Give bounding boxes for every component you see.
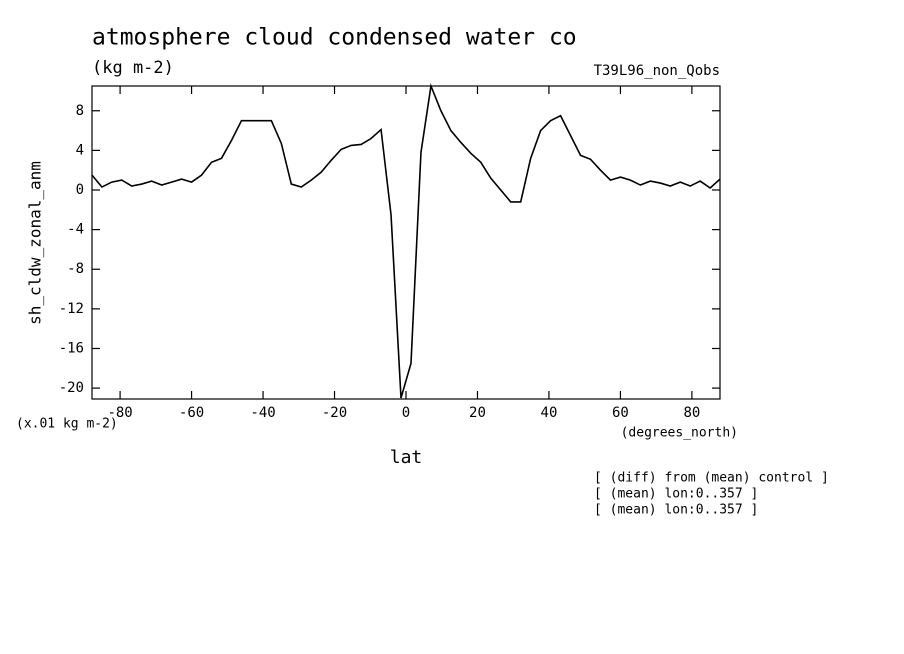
y-tick-label: 0 [76,182,84,198]
y-tick-label: -20 [59,380,84,396]
y-tick-label: -16 [59,340,84,356]
experiment-label: T39L96_non_Qobs [594,63,720,79]
y-tick-label: 4 [76,142,84,158]
note: [ (mean) lon:0..357 ] [594,503,758,518]
chart-title: atmosphere cloud condensed water co [92,25,577,51]
x-tick-label: -60 [179,405,204,421]
chart-subtitle: (kg m-2) [92,58,174,78]
x-tick-label: -80 [107,405,132,421]
note: [ (diff) from (mean) control ] [594,471,829,486]
data-line [91,82,721,399]
y-units: (x.01 kg m-2) [16,417,118,432]
x-axis-label: lat [390,447,423,468]
y-tick-label: -12 [59,301,84,317]
x-tick-label: 20 [469,405,486,421]
y-tick-label: -8 [67,261,84,277]
y-tick-label: -4 [67,222,84,238]
note: [ (mean) lon:0..357 ] [594,487,758,502]
x-units: (degrees_north) [621,426,738,441]
x-tick-label: -40 [250,405,275,421]
x-tick-label: 40 [541,405,558,421]
y-tick-label: 8 [76,103,84,119]
plot-frame [91,85,721,400]
x-tick-label: 80 [683,405,700,421]
x-tick-label: 0 [402,405,410,421]
x-tick-label: 60 [612,405,629,421]
x-tick-label: -20 [322,405,347,421]
y-axis-label: sh_cldw_zonal_anm [26,161,45,325]
